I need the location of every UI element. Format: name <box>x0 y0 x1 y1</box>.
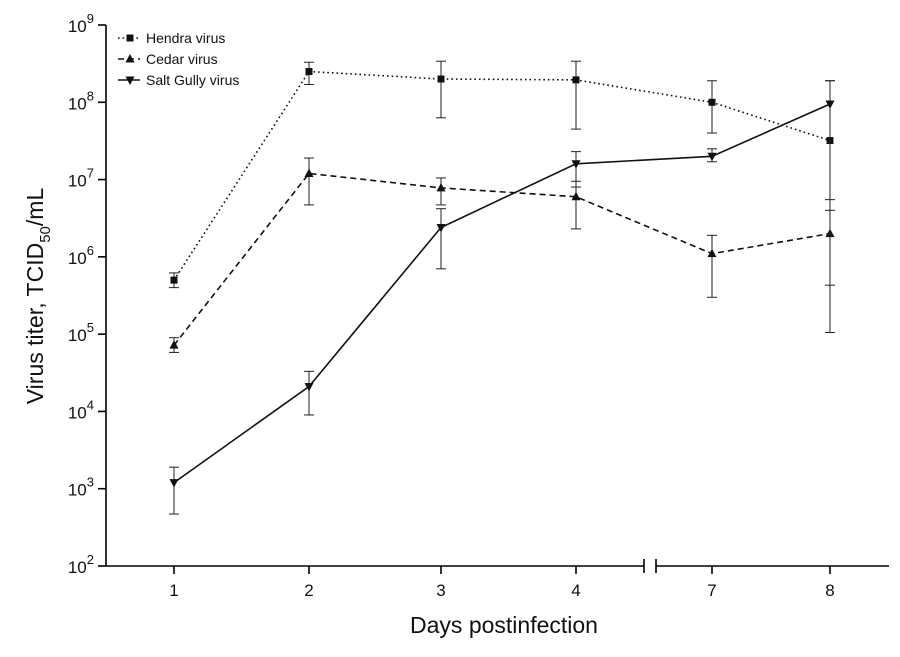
y-axis-title-unit: /mL <box>22 188 48 227</box>
legend-marker <box>125 54 135 63</box>
legend-marker <box>126 34 134 42</box>
data-point <box>572 76 580 84</box>
series-hendra-virus <box>169 60 835 289</box>
y-tick-label-base: 10 <box>68 326 87 345</box>
y-tick-label-base: 10 <box>68 172 87 191</box>
data-point <box>436 223 446 233</box>
legend-marker <box>125 76 135 85</box>
x-tick-label: 3 <box>436 581 445 600</box>
y-tick-label-exponent: 2 <box>87 552 94 567</box>
y-tick-label-base: 10 <box>68 249 87 268</box>
legend-label: Salt Gully virus <box>146 72 239 88</box>
data-point <box>571 191 581 201</box>
y-tick-label-base: 10 <box>68 481 87 500</box>
y-tick-label-exponent: 7 <box>87 166 94 181</box>
x-tick-label: 8 <box>825 581 834 600</box>
data-point <box>707 248 717 258</box>
y-tick-label-base: 10 <box>68 94 87 113</box>
y-tick-label: 105 <box>68 320 94 345</box>
y-axis-title-main: Virus titer, TCID <box>22 243 48 404</box>
series-salt-gully-virus <box>169 80 835 515</box>
y-tick-label: 103 <box>68 475 94 500</box>
y-tick-label: 104 <box>68 397 94 422</box>
x-tick-group: 1 2 3 4 7 8 <box>169 566 835 600</box>
series-line <box>173 172 831 346</box>
y-tick-label: 106 <box>68 243 94 268</box>
data-point <box>169 479 179 488</box>
plot-area <box>169 60 835 515</box>
legend-item: Cedar virus <box>118 51 218 67</box>
x-axis-title: Days postinfection <box>410 612 598 638</box>
y-tick-label: 102 <box>68 552 94 577</box>
y-tick-label: 109 <box>68 11 94 36</box>
y-tick-label-base: 10 <box>68 558 87 577</box>
x-axis: 1 2 3 4 7 8 <box>106 559 889 600</box>
y-axis-title: Virus titer, TCID50/mL <box>22 188 54 405</box>
series-line <box>173 103 831 484</box>
data-point <box>169 340 179 349</box>
y-tick-label: 108 <box>68 88 94 113</box>
y-tick-label-exponent: 8 <box>87 88 94 103</box>
series-line <box>173 70 831 281</box>
data-point <box>707 152 717 162</box>
legend-label: Cedar virus <box>146 51 218 67</box>
data-point <box>436 182 446 192</box>
data-point <box>437 75 445 83</box>
data-point <box>170 276 178 284</box>
x-tick-label: 2 <box>304 581 313 600</box>
y-tick-label: 107 <box>68 166 94 191</box>
data-point <box>304 383 314 392</box>
data-point <box>304 168 314 177</box>
x-tick-label: 7 <box>707 581 716 600</box>
data-point <box>571 160 581 169</box>
x-tick-label: 1 <box>169 581 178 600</box>
data-point <box>708 98 716 106</box>
data-point <box>305 68 313 76</box>
legend: Hendra virus Cedar virus Salt Gully virus <box>118 30 239 88</box>
y-tick-label-base: 10 <box>68 403 87 422</box>
legend-item: Hendra virus <box>118 30 225 46</box>
legend-item: Salt Gully virus <box>118 72 239 88</box>
x-tick-label: 4 <box>571 581 580 600</box>
data-point <box>825 100 835 110</box>
series-cedar-virus <box>169 157 835 353</box>
y-axis-title-subscript: 50 <box>37 226 54 243</box>
legend-label: Hendra virus <box>146 30 225 46</box>
y-tick-label-exponent: 5 <box>87 320 94 335</box>
y-tick-label-exponent: 6 <box>87 243 94 258</box>
y-tick-label-exponent: 3 <box>87 475 94 490</box>
y-tick-label-exponent: 9 <box>87 11 94 26</box>
y-tick-label-exponent: 4 <box>87 397 94 412</box>
y-tick-label-base: 10 <box>68 17 87 36</box>
